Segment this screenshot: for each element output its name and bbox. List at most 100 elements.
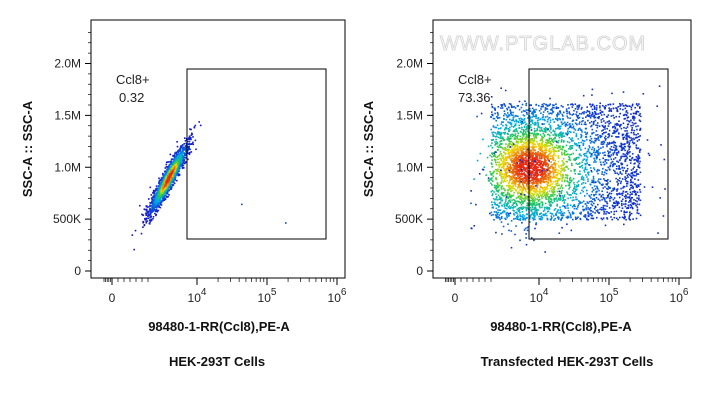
scatter-points-left — [131, 121, 287, 251]
data-point — [166, 192, 169, 194]
data-point — [521, 156, 524, 159]
data-point — [503, 204, 506, 207]
data-point — [509, 171, 511, 174]
data-point — [508, 167, 510, 169]
data-point — [511, 207, 514, 209]
data-point — [560, 131, 562, 133]
data-point — [582, 119, 584, 122]
data-point — [166, 190, 169, 193]
data-point — [515, 172, 517, 174]
data-point — [510, 230, 513, 232]
data-point — [523, 125, 526, 128]
data-point — [618, 196, 621, 199]
data-point — [541, 156, 543, 158]
data-point — [562, 167, 565, 170]
data-point — [532, 143, 535, 146]
data-point — [538, 144, 540, 147]
data-point — [199, 124, 202, 127]
data-point — [180, 164, 183, 167]
data-point — [504, 202, 506, 204]
data-point — [496, 155, 499, 158]
data-point — [156, 189, 158, 191]
data-point — [589, 139, 591, 142]
data-point — [543, 169, 546, 171]
data-point — [521, 149, 523, 152]
data-point — [595, 134, 597, 136]
data-point — [632, 187, 634, 190]
data-point — [535, 166, 538, 168]
data-point — [538, 196, 540, 199]
data-point — [148, 198, 150, 200]
data-point — [610, 149, 612, 151]
data-point — [560, 125, 562, 128]
data-point — [170, 169, 173, 172]
data-point — [618, 165, 620, 167]
data-point — [598, 153, 600, 156]
data-point — [543, 178, 546, 181]
data-point — [556, 171, 558, 174]
data-point — [597, 209, 599, 211]
data-point — [515, 128, 518, 130]
data-point — [562, 132, 565, 135]
data-point — [583, 153, 585, 156]
data-point — [178, 167, 181, 170]
data-point — [527, 172, 529, 175]
data-point — [160, 182, 162, 185]
data-point — [178, 160, 180, 163]
data-point — [529, 152, 532, 154]
data-point — [165, 178, 168, 181]
data-point — [489, 154, 491, 157]
data-point — [627, 176, 629, 178]
data-point — [584, 131, 586, 134]
data-point — [159, 179, 161, 182]
data-point — [557, 119, 559, 121]
data-point — [549, 97, 551, 100]
data-point — [639, 188, 641, 191]
data-point — [630, 106, 633, 109]
x-axis-title-left: 98480-1-RR(Ccl8),PE-A — [148, 319, 290, 334]
data-point — [539, 192, 541, 195]
data-point — [157, 201, 159, 203]
data-point — [560, 173, 562, 175]
data-point — [615, 130, 618, 133]
data-point — [524, 139, 527, 141]
data-point — [603, 106, 606, 108]
data-point — [553, 209, 556, 211]
data-point — [593, 161, 595, 163]
data-point — [525, 182, 528, 185]
data-point — [534, 122, 537, 124]
data-point — [638, 197, 640, 199]
data-point — [543, 163, 545, 166]
data-point — [494, 168, 497, 171]
data-point — [504, 149, 507, 151]
data-point — [505, 167, 507, 170]
data-point — [191, 132, 193, 135]
data-point — [626, 180, 628, 183]
data-point — [509, 113, 512, 115]
data-point — [600, 184, 603, 186]
data-point — [547, 164, 549, 167]
data-point — [174, 179, 176, 181]
data-point — [544, 158, 546, 161]
data-point — [525, 196, 528, 199]
data-point — [550, 205, 552, 207]
data-point — [177, 153, 180, 155]
data-point — [549, 103, 551, 105]
data-point — [184, 153, 186, 155]
data-point — [628, 174, 631, 176]
data-point — [167, 166, 169, 168]
data-point — [511, 159, 513, 162]
data-point — [533, 141, 535, 143]
data-point — [581, 131, 583, 133]
data-point — [502, 121, 505, 123]
data-point — [511, 135, 514, 138]
data-point — [537, 125, 539, 128]
data-point — [574, 172, 576, 175]
data-point — [162, 192, 164, 194]
data-point — [533, 212, 536, 215]
data-point — [148, 208, 151, 210]
data-point — [168, 186, 171, 188]
data-point — [557, 184, 559, 187]
data-point — [166, 186, 169, 188]
data-point — [494, 144, 496, 146]
